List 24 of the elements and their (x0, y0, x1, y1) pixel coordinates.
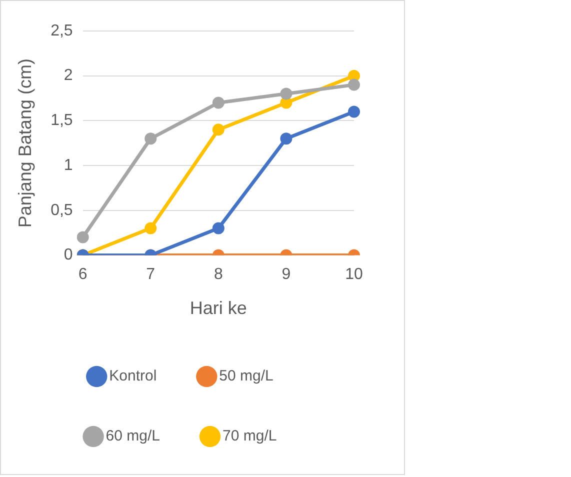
x-tick-label: 10 (345, 266, 363, 284)
legend-label: 60 mg/L (106, 428, 160, 445)
x-tick-label: 9 (282, 266, 291, 284)
x-axis-title: Hari ke (190, 298, 247, 318)
x-tick-label: 8 (214, 266, 223, 284)
point (212, 124, 224, 136)
y-tick-label: 2,5 (50, 22, 73, 40)
y-axis-title: Panjang Batang (cm) (14, 58, 35, 228)
legend-label: Kontrol (109, 368, 157, 385)
y-tick-label: 0 (64, 246, 73, 264)
x-tick-label: 6 (78, 266, 88, 284)
y-tick-label: 1,5 (50, 112, 73, 130)
point (212, 96, 224, 109)
point (280, 132, 292, 145)
y-tick-label: 2 (64, 67, 73, 84)
point (280, 88, 292, 100)
y-tick-label: 1 (64, 156, 73, 174)
point (348, 106, 360, 118)
y-tick-label: 0,5 (50, 202, 73, 219)
point (144, 132, 157, 145)
point (348, 78, 360, 91)
legend-label: 70 mg/L (222, 428, 277, 445)
legend-label: 50 mg/L (219, 368, 274, 385)
x-tick-label: 7 (146, 266, 156, 284)
